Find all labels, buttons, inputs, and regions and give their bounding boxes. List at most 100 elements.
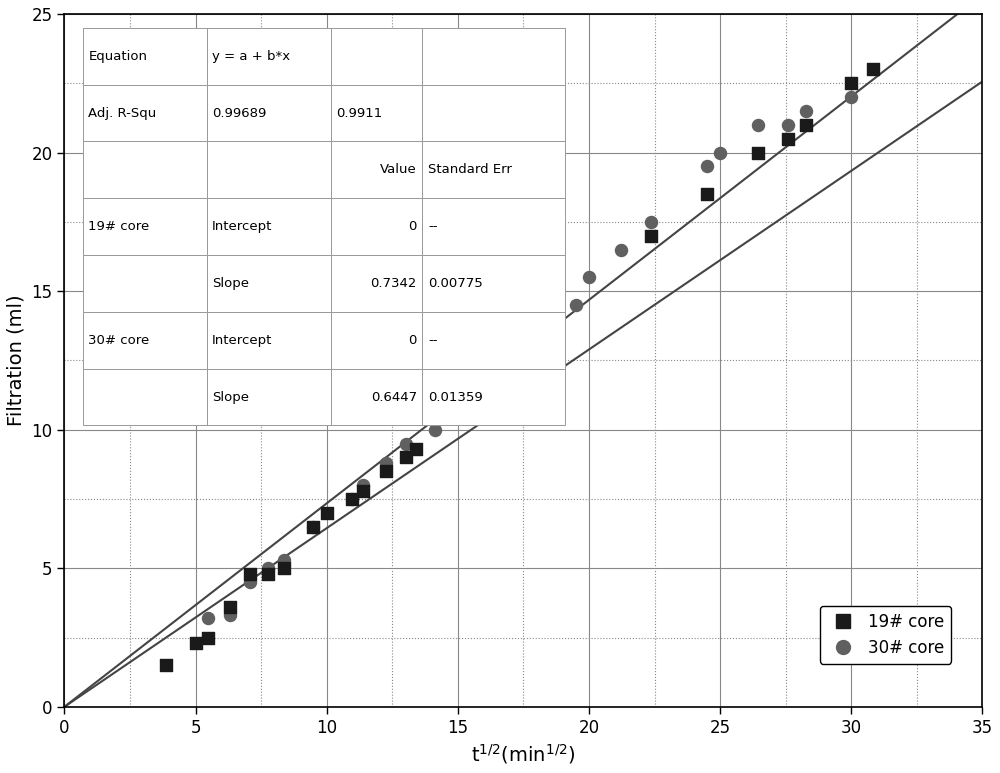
Point xyxy=(305,520,321,533)
Point xyxy=(260,562,276,574)
Text: Equation: Equation xyxy=(88,49,147,63)
FancyBboxPatch shape xyxy=(83,198,207,255)
Point xyxy=(427,424,443,436)
Text: 0.99689: 0.99689 xyxy=(212,107,267,120)
Point xyxy=(750,146,766,158)
Point xyxy=(276,553,292,566)
FancyBboxPatch shape xyxy=(422,369,565,425)
Text: 0: 0 xyxy=(409,220,417,233)
Point xyxy=(798,118,814,131)
Point xyxy=(355,485,371,497)
FancyBboxPatch shape xyxy=(207,28,331,84)
Point xyxy=(511,340,527,352)
Point xyxy=(780,132,796,145)
FancyBboxPatch shape xyxy=(83,28,207,84)
Point xyxy=(188,637,204,649)
Point xyxy=(222,609,238,621)
Point xyxy=(843,77,859,90)
Point xyxy=(643,216,659,228)
Point xyxy=(511,354,527,366)
Point xyxy=(780,118,796,131)
Point xyxy=(408,443,424,455)
Text: Adj. R-Squ: Adj. R-Squ xyxy=(88,107,157,120)
Point xyxy=(378,457,394,469)
Text: Intercept: Intercept xyxy=(212,220,273,233)
Text: Intercept: Intercept xyxy=(212,334,273,347)
Text: --: -- xyxy=(428,334,437,347)
Text: Standard Err: Standard Err xyxy=(428,163,512,176)
Text: y = a + b*x: y = a + b*x xyxy=(212,49,290,63)
Text: Slope: Slope xyxy=(212,277,249,290)
Point xyxy=(378,465,394,478)
Y-axis label: Filtration (ml): Filtration (ml) xyxy=(7,295,26,426)
Point xyxy=(643,230,659,242)
FancyBboxPatch shape xyxy=(422,28,565,84)
Point xyxy=(355,479,371,492)
FancyBboxPatch shape xyxy=(83,312,207,369)
FancyBboxPatch shape xyxy=(331,255,422,312)
FancyBboxPatch shape xyxy=(422,255,565,312)
Point xyxy=(699,188,715,200)
Text: 0.01359: 0.01359 xyxy=(428,390,483,404)
FancyBboxPatch shape xyxy=(207,369,331,425)
FancyBboxPatch shape xyxy=(331,312,422,369)
Text: Slope: Slope xyxy=(212,390,249,404)
Point xyxy=(305,520,321,533)
FancyBboxPatch shape xyxy=(207,312,331,369)
Legend: 19# core, 30# core: 19# core, 30# core xyxy=(820,606,951,664)
FancyBboxPatch shape xyxy=(331,198,422,255)
FancyBboxPatch shape xyxy=(207,141,331,198)
FancyBboxPatch shape xyxy=(207,255,331,312)
Point xyxy=(529,335,545,347)
Text: 0.6447: 0.6447 xyxy=(371,390,417,404)
Point xyxy=(344,492,360,505)
FancyBboxPatch shape xyxy=(331,369,422,425)
Text: 0.9911: 0.9911 xyxy=(336,107,382,120)
Point xyxy=(568,298,584,311)
Point xyxy=(276,562,292,574)
Point xyxy=(581,271,597,284)
FancyBboxPatch shape xyxy=(207,198,331,255)
Point xyxy=(865,63,881,76)
FancyBboxPatch shape xyxy=(331,141,422,198)
Point xyxy=(398,438,414,450)
Point xyxy=(843,91,859,104)
FancyBboxPatch shape xyxy=(83,255,207,312)
Text: 0: 0 xyxy=(409,334,417,347)
Point xyxy=(319,506,335,519)
Point xyxy=(344,492,360,505)
Point xyxy=(798,105,814,117)
FancyBboxPatch shape xyxy=(207,84,331,141)
X-axis label: t$^{1/2}$(min$^{1/2}$): t$^{1/2}$(min$^{1/2}$) xyxy=(471,742,576,766)
FancyBboxPatch shape xyxy=(422,312,565,369)
Point xyxy=(158,659,174,672)
FancyBboxPatch shape xyxy=(422,141,565,198)
Point xyxy=(200,612,216,625)
Point xyxy=(463,396,479,408)
Point xyxy=(427,410,443,422)
Point xyxy=(222,601,238,613)
FancyBboxPatch shape xyxy=(83,369,207,425)
FancyBboxPatch shape xyxy=(83,141,207,198)
Point xyxy=(242,576,258,588)
FancyBboxPatch shape xyxy=(331,84,422,141)
Text: 0.7342: 0.7342 xyxy=(371,277,417,290)
Text: Value: Value xyxy=(380,163,417,176)
Text: 30# core: 30# core xyxy=(88,334,150,347)
Point xyxy=(398,451,414,464)
Text: --: -- xyxy=(428,220,437,233)
Point xyxy=(200,632,216,644)
Point xyxy=(750,118,766,131)
FancyBboxPatch shape xyxy=(422,198,565,255)
Point xyxy=(242,567,258,580)
FancyBboxPatch shape xyxy=(331,28,422,84)
Point xyxy=(529,326,545,339)
Point xyxy=(260,567,276,580)
Point xyxy=(613,243,629,256)
Point xyxy=(712,146,728,158)
FancyBboxPatch shape xyxy=(83,84,207,141)
Text: 19# core: 19# core xyxy=(88,220,150,233)
Point xyxy=(463,396,479,408)
FancyBboxPatch shape xyxy=(422,84,565,141)
Point xyxy=(699,160,715,172)
